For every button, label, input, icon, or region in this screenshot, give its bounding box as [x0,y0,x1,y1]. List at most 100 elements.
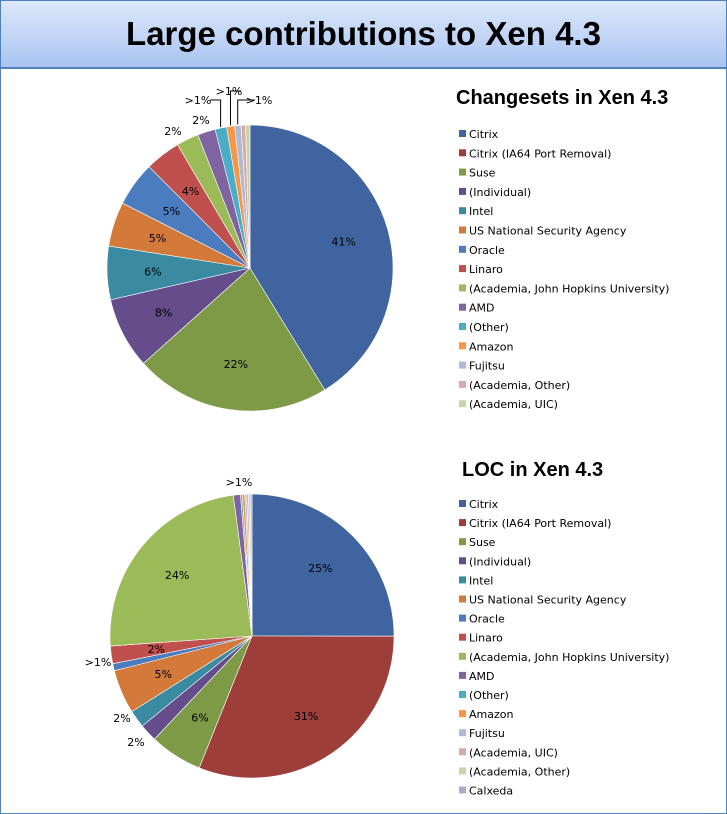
leader-line [229,90,241,126]
legend-item: (Individual) [469,186,531,199]
legend-swatch [459,342,466,350]
title-band: Large contributions to Xen 4.3 [1,1,726,69]
data-label: >1% [246,94,273,107]
legend-swatch [459,748,466,756]
legend-swatch [459,361,466,369]
legend-swatch [459,187,466,195]
legend-swatch [459,226,466,234]
legend-item: Citrix [469,128,499,141]
legend-item: Intel [469,574,493,587]
pie-slice [143,267,326,412]
data-label: >1% [85,656,112,669]
data-label: 41% [331,236,355,249]
legend-item: Calxeda [469,785,513,798]
legend-item: Oracle [469,613,505,626]
legend-swatch [459,595,466,603]
legend-swatch [459,614,466,622]
data-label: 24% [165,569,189,582]
legend-swatch [459,500,466,507]
legend-swatch [459,207,466,215]
legend-item: Citrix (IA64 Port Removal) [469,147,611,160]
legend-item: (Individual) [469,555,531,568]
data-label: 5% [154,668,171,681]
legend-item: AMD [469,302,495,315]
data-label: 2% [113,712,130,725]
data-label: >1% [185,94,212,107]
legend-item: Amazon [469,708,513,721]
legend-item: AMD [469,670,495,683]
pie-slice [251,493,395,637]
data-label: 2% [127,736,144,749]
legend-item: Suse [469,536,496,549]
pie-slice [249,493,253,637]
legend-swatch [459,323,466,330]
legend-item: Intel [469,205,493,218]
legend-item: Citrix (IA64 Port Removal) [469,517,611,530]
legend-swatch [459,284,466,292]
leader-line [210,99,222,128]
legend-swatch [459,710,466,718]
legend-swatch [459,576,466,584]
data-label: 31% [294,710,318,723]
legend-swatch [459,303,466,311]
legend-item: Linaro [469,263,503,276]
legend-swatch [459,557,466,565]
legend-item: Citrix [469,498,499,511]
data-label: 2% [164,125,181,138]
legend-swatch [459,671,466,679]
chart-title: LOC in Xen 4.3 [462,459,603,481]
data-label: 8% [155,307,172,320]
leader-line [237,99,255,125]
legend-item: (Academia, Other) [469,765,570,778]
legend-item: Amazon [469,340,513,353]
legend-item: (Other) [469,689,509,702]
legend-item: (Academia, Other) [469,379,570,392]
pie-slice [198,635,395,779]
chart-title: Changesets in Xen 4.3 [456,87,668,109]
pie-chart-2: 25% 31% 6% 2% 2% 5% >1% 2% 24% >1% LOC in Xen 4.3 C… [85,459,670,798]
legend-swatch [459,786,466,794]
legend-item: Linaro [469,632,503,645]
legend-item: US National Security Agency [469,225,627,238]
legend-item: Oracle [469,244,505,257]
legend-swatch [459,729,466,737]
legend-swatch [459,168,466,176]
data-label: 22% [224,358,248,371]
legend: Citrix Citrix (IA64 Port Removal) Suse (Ind… [459,128,669,411]
legend-item: (Academia, John Hopkins University) [469,282,669,295]
data-label: 2% [192,114,209,127]
data-label: >1% [216,85,243,98]
pie-chart-1: 41%22%8%6%5%5%4%2%2%>1%>1%>1% Changesets … [106,85,669,412]
legend-swatch [459,652,466,660]
data-label: >1% [226,476,253,489]
legend-item: US National Security Agency [469,594,627,607]
legend-swatch [459,245,466,253]
legend-item: Suse [469,167,496,180]
data-label: 6% [191,711,208,724]
legend-item: Fujitsu [469,360,505,373]
data-label: 6% [144,265,161,278]
legend-swatch [459,691,466,698]
data-label: 5% [163,205,180,218]
pie-slice [249,124,394,391]
legend-item: (Academia, John Hopkins University) [469,651,669,664]
legend-item: Fujitsu [469,727,505,740]
legend-swatch [459,400,466,408]
data-label: 2% [148,643,165,656]
legend-swatch [459,767,466,775]
data-label: 4% [182,185,199,198]
page-title: Large contributions to Xen 4.3 [126,15,601,52]
legend-item: (Academia, UIC) [469,746,558,759]
legend-swatch [459,130,466,137]
legend-item: (Academia, UIC) [469,398,558,411]
pie-slice [245,124,251,269]
legend-item: (Other) [469,321,509,334]
legend-swatch [459,149,466,157]
legend-swatch [459,380,466,388]
legend-swatch [459,633,466,641]
legend-swatch [459,265,466,273]
data-label: 5% [149,232,166,245]
data-label: 25% [308,562,332,575]
